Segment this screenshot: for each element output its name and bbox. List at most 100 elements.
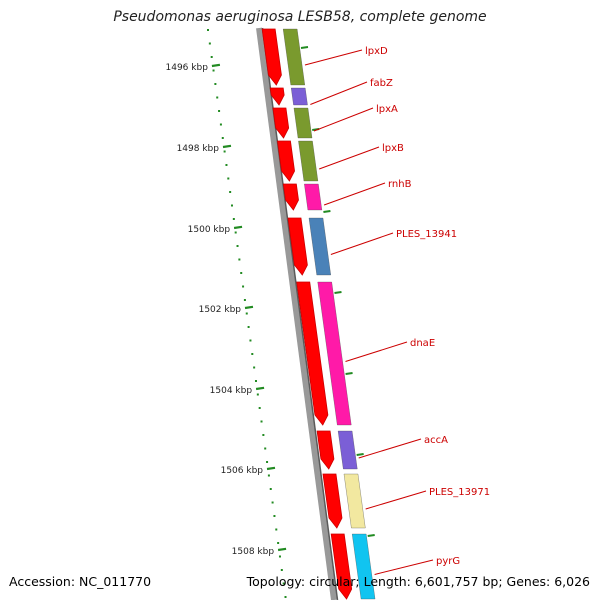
cog-segment bbox=[304, 183, 323, 211]
cds-arrow bbox=[330, 533, 353, 600]
gene-leader-line bbox=[323, 182, 386, 206]
minor-tick bbox=[251, 353, 254, 355]
minor-tick bbox=[280, 569, 283, 571]
cog-tick bbox=[300, 46, 309, 49]
minor-tick bbox=[234, 231, 237, 234]
cog-segment bbox=[351, 533, 376, 600]
kbp-tick-label: 1504 kbp bbox=[210, 386, 253, 396]
cog-segment bbox=[282, 28, 305, 86]
cds-arrow bbox=[316, 430, 335, 470]
kbp-tick-label: 1496 kbp bbox=[166, 63, 209, 73]
minor-tick bbox=[273, 515, 276, 517]
minor-tick bbox=[271, 501, 274, 504]
gene-leader-line bbox=[374, 559, 434, 575]
cog-tick bbox=[334, 291, 342, 294]
kbp-tick-label: 1506 kbp bbox=[221, 466, 264, 476]
gene-label: lpxB bbox=[382, 143, 404, 154]
cds-layer bbox=[261, 28, 353, 600]
cds-arrow bbox=[322, 473, 343, 529]
gene-leader-line bbox=[313, 107, 374, 132]
kbp-tick-label: 1500 kbp bbox=[188, 225, 231, 235]
cds-arrow bbox=[261, 28, 282, 86]
gene-leader-line bbox=[319, 146, 380, 170]
major-tick bbox=[211, 63, 221, 68]
kbp-tick-label: 1508 kbp bbox=[232, 547, 275, 557]
major-tick bbox=[244, 305, 254, 310]
cog-tick bbox=[367, 534, 375, 537]
cog-segment bbox=[298, 140, 319, 182]
minor-tick bbox=[278, 555, 281, 558]
major-tick bbox=[233, 225, 243, 230]
gene-label: PLES_13941 bbox=[396, 229, 457, 240]
minor-tick bbox=[253, 366, 256, 369]
cog-tick bbox=[356, 453, 364, 456]
minor-tick bbox=[254, 380, 257, 382]
gene-label: rnhB bbox=[388, 179, 412, 190]
minor-tick bbox=[223, 150, 226, 153]
gene-label: lpxD bbox=[365, 46, 388, 57]
minor-tick bbox=[208, 42, 211, 45]
kbp-tick-label: 1502 kbp bbox=[199, 305, 242, 315]
minor-tick bbox=[269, 488, 272, 490]
minor-tick bbox=[277, 542, 280, 544]
gene-leader-line bbox=[358, 438, 422, 459]
minor-tick bbox=[249, 339, 252, 342]
gene-label: accA bbox=[424, 435, 448, 446]
minor-tick bbox=[210, 56, 213, 58]
minor-tick bbox=[218, 110, 221, 112]
cds-arrow bbox=[287, 217, 308, 276]
minor-tick bbox=[236, 245, 239, 247]
minor-tick bbox=[247, 326, 250, 328]
minor-tick bbox=[256, 393, 259, 396]
gene-leader-line bbox=[330, 232, 394, 255]
cog-segment bbox=[293, 107, 313, 139]
minor-tick bbox=[267, 474, 270, 477]
minor-tick bbox=[240, 272, 243, 274]
minor-tick bbox=[207, 29, 209, 31]
minor-tick bbox=[262, 434, 265, 436]
gene-leader-line bbox=[304, 49, 363, 66]
gene-label: dnaE bbox=[410, 338, 435, 349]
minor-tick bbox=[275, 528, 278, 531]
minor-tick bbox=[238, 258, 241, 261]
gene-label: lpxA bbox=[376, 104, 398, 115]
gene-leader-line bbox=[365, 490, 427, 510]
minor-tick bbox=[229, 191, 232, 193]
cog-segment bbox=[291, 87, 308, 106]
minor-tick bbox=[243, 299, 246, 301]
cds-arrow bbox=[282, 183, 299, 211]
minor-tick bbox=[266, 461, 269, 463]
cds-arrow bbox=[296, 281, 329, 426]
minor-tick bbox=[258, 407, 261, 409]
cds-arrow bbox=[276, 140, 295, 182]
cds-arrow bbox=[269, 87, 285, 106]
major-tick bbox=[222, 144, 232, 149]
cog-layer bbox=[282, 28, 376, 600]
cog-tick bbox=[323, 210, 331, 213]
major-tick bbox=[277, 547, 287, 552]
cog-segment bbox=[343, 473, 366, 529]
gene-leader-line bbox=[345, 341, 408, 362]
gene-label: fabZ bbox=[370, 78, 393, 89]
gene-label: PLES_13971 bbox=[429, 487, 490, 498]
kbp-tick-label: 1498 kbp bbox=[177, 144, 220, 154]
minor-tick bbox=[225, 164, 228, 166]
minor-tick bbox=[260, 420, 263, 423]
minor-tick bbox=[284, 596, 287, 598]
minor-tick bbox=[214, 83, 217, 85]
minor-tick bbox=[232, 218, 235, 220]
minor-tick bbox=[230, 204, 233, 207]
cog-tick bbox=[345, 372, 353, 375]
minor-tick bbox=[216, 96, 219, 99]
minor-tick bbox=[242, 285, 245, 288]
accession-text: Accession: NC_011770 bbox=[9, 574, 152, 589]
map-title: Pseudomonas aeruginosa LESB58, complete … bbox=[113, 9, 487, 25]
minor-tick bbox=[227, 177, 230, 180]
cog-segment bbox=[337, 430, 358, 470]
major-tick bbox=[266, 466, 276, 471]
backbone bbox=[256, 27, 337, 601]
genome-summary-text: Topology: circular; Length: 6,601,757 bp… bbox=[246, 574, 590, 589]
cds-arrow bbox=[272, 107, 290, 139]
